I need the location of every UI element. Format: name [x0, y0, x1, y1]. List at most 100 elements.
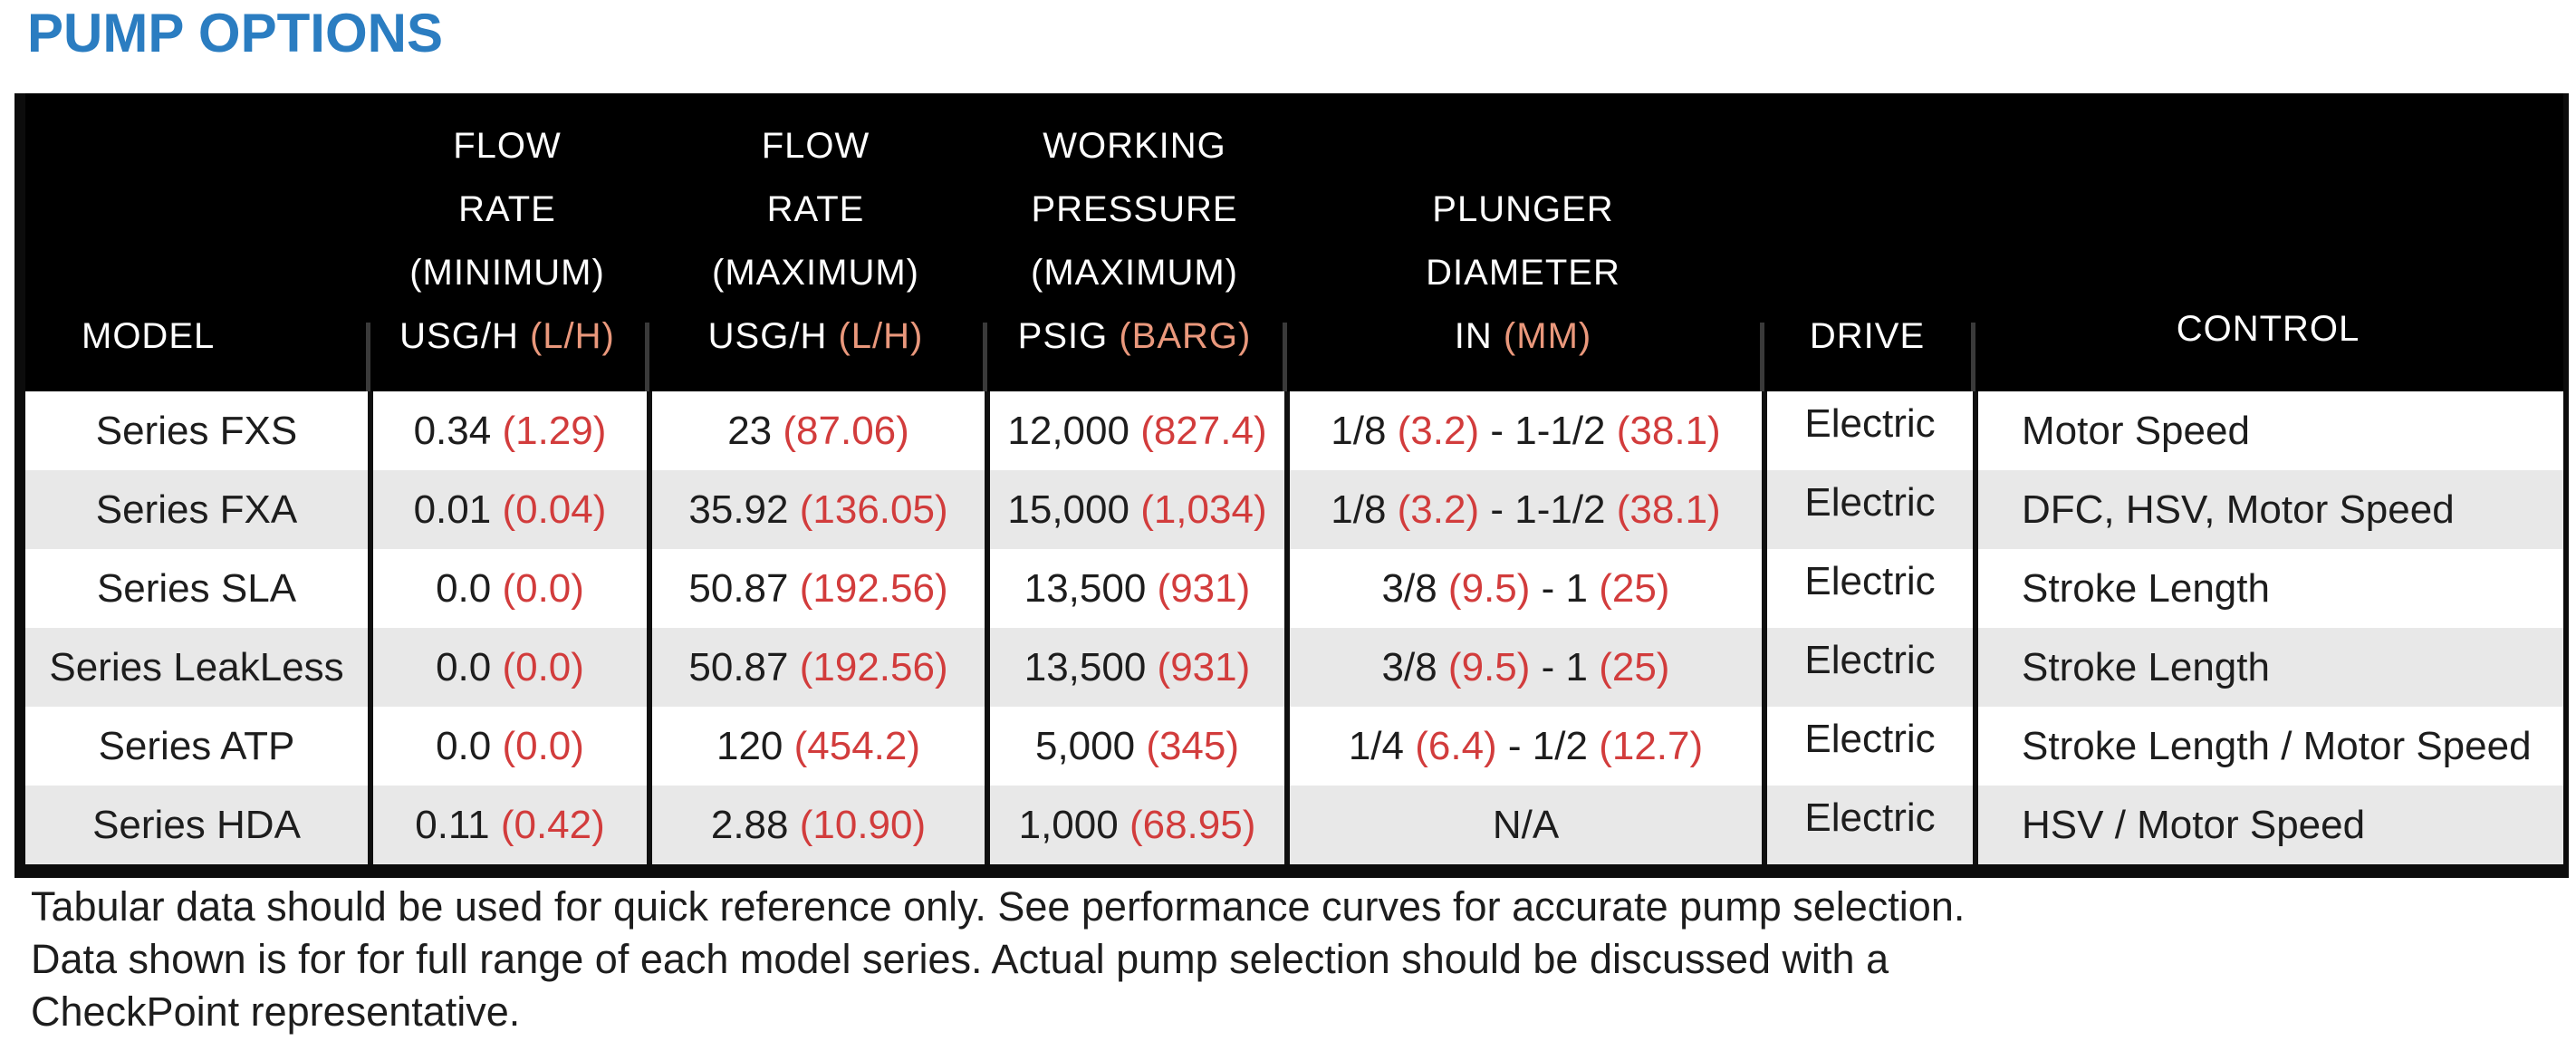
- metric-value: (1.29): [502, 408, 607, 453]
- value: Electric: [1804, 795, 1936, 840]
- header-line: (MAXIMUM): [712, 253, 919, 293]
- metric-value: (0.0): [502, 565, 584, 611]
- value: - 1: [1530, 644, 1600, 689]
- value: Series HDA: [92, 802, 301, 847]
- value: 12,000: [1007, 408, 1141, 453]
- metric-value: (345): [1146, 723, 1240, 768]
- cell-text: Series ATP: [99, 724, 295, 769]
- metric-value: (10.90): [799, 802, 927, 847]
- cell-pressure: 12,000 (827.4): [985, 391, 1284, 470]
- header-unit-main: PSIG: [1017, 316, 1120, 356]
- cell-text: 2.88 (10.90): [711, 803, 926, 848]
- value: 15,000: [1007, 487, 1141, 532]
- header-line: RATE: [766, 189, 865, 229]
- header-unit-main: USG/H: [399, 316, 530, 356]
- value: 0.01: [413, 487, 503, 532]
- cell-text: 0.0 (0.0): [436, 724, 584, 769]
- metric-value: (25): [1599, 644, 1670, 689]
- cell-model: Series HDA: [25, 786, 368, 864]
- cell-control: HSV / Motor Speed: [1973, 786, 2563, 864]
- value: - 1-1/2: [1479, 487, 1617, 532]
- value: 0.0: [436, 644, 503, 689]
- header-units: PSIG (BARG): [1018, 304, 1252, 368]
- cell-text: 1/4 (6.4) - 1/2 (12.7): [1349, 724, 1703, 769]
- value: Motor Speed: [2022, 408, 2250, 453]
- cell-text: Series FXA: [96, 487, 298, 533]
- value: 1/4: [1348, 723, 1416, 768]
- header-line: WORKING: [1043, 126, 1226, 166]
- cell-drive: Electric: [1762, 628, 1973, 707]
- cell-flow-max: 35.92 (136.05): [647, 470, 985, 549]
- cell-model: Series SLA: [25, 549, 368, 628]
- cell-control: Motor Speed: [1973, 391, 2563, 470]
- table-row: Series LeakLess 0.0 (0.0) 50.87 (192.56) 13…: [25, 628, 2563, 707]
- cell-pressure: 13,500 (931): [985, 549, 1284, 628]
- cell-drive: Electric: [1762, 549, 1973, 628]
- cell-text: Stroke Length: [2022, 645, 2270, 690]
- cell-pressure: 15,000 (1,034): [985, 470, 1284, 549]
- value: 13,500: [1024, 565, 1158, 611]
- cell-flow-min: 0.34 (1.29): [368, 391, 647, 470]
- value: 2.88: [710, 802, 800, 847]
- cell-text: 13,500 (931): [1024, 566, 1251, 612]
- cell-text: 0.01 (0.04): [414, 487, 607, 533]
- metric-value: (827.4): [1140, 408, 1267, 453]
- table-row: Series ATP 0.0 (0.0) 120 (454.2) 5,000 (345…: [25, 707, 2563, 786]
- header-cell-control: CONTROL: [1971, 93, 2563, 391]
- header-line: FLOW: [453, 126, 562, 166]
- cell-text: Electric: [1804, 480, 1935, 525]
- value: Series FXA: [95, 487, 298, 532]
- metric-value: (192.56): [799, 565, 948, 611]
- header-unit-paren: (MM): [1503, 316, 1592, 356]
- metric-value: (3.2): [1397, 487, 1480, 532]
- cell-text: 1,000 (68.95): [1019, 803, 1256, 848]
- value: DFC, HSV, Motor Speed: [2022, 487, 2455, 532]
- cell-drive: Electric: [1762, 391, 1973, 470]
- cell-text: Electric: [1804, 717, 1935, 762]
- header-unit-main: IN: [1454, 316, 1504, 356]
- header-unit-main: USG/H: [707, 316, 839, 356]
- cell-text: Motor Speed: [2022, 409, 2250, 454]
- value: Electric: [1804, 558, 1936, 603]
- footnote-line: Tabular data should be used for quick re…: [31, 883, 1966, 930]
- value: N/A: [1492, 802, 1560, 847]
- cell-text: Series HDA: [92, 803, 301, 848]
- metric-value: (136.05): [799, 487, 948, 532]
- cell-text: 120 (454.2): [716, 724, 920, 769]
- cell-plunger: 1/8 (3.2) - 1-1/2 (38.1): [1284, 470, 1762, 549]
- cell-text: Electric: [1804, 638, 1935, 683]
- cell-text: 50.87 (192.56): [688, 566, 947, 612]
- metric-value: (87.06): [783, 408, 909, 453]
- cell-text: 3/8 (9.5) - 1 (25): [1382, 566, 1670, 612]
- metric-value: (931): [1157, 644, 1251, 689]
- cell-control: Stroke Length / Motor Speed: [1973, 707, 2563, 786]
- cell-model: Series LeakLess: [25, 628, 368, 707]
- header-unit-paren: (L/H): [529, 316, 615, 356]
- cell-flow-min: 0.0 (0.0): [368, 707, 647, 786]
- table-row: Series FXS 0.34 (1.29) 23 (87.06) 12,000 (8…: [25, 391, 2563, 470]
- cell-text: Series SLA: [97, 566, 296, 612]
- header-units: USG/H (L/H): [399, 304, 615, 368]
- header-cell-pressure: WORKING PRESSURE (MAXIMUM) PSIG (BARG): [983, 93, 1284, 391]
- value: Electric: [1804, 479, 1936, 525]
- metric-value: (38.1): [1616, 408, 1721, 453]
- value: Series SLA: [96, 565, 297, 611]
- header-line: PRESSURE: [1031, 189, 1238, 229]
- header-cell-flow-max: FLOW RATE (MAXIMUM) USG/H (L/H): [645, 93, 985, 391]
- metric-value: (3.2): [1397, 408, 1480, 453]
- header-cell-flow-min: FLOW RATE (MINIMUM) USG/H (L/H): [366, 93, 647, 391]
- cell-text: Stroke Length: [2022, 566, 2270, 612]
- cell-pressure: 5,000 (345): [985, 707, 1284, 786]
- metric-value: (38.1): [1616, 487, 1721, 532]
- metric-value: (1,034): [1140, 487, 1267, 532]
- value: 35.92: [688, 487, 800, 532]
- value: Series FXS: [95, 408, 298, 453]
- cell-text: 0.0 (0.0): [436, 645, 584, 690]
- header-line: (MINIMUM): [409, 253, 605, 293]
- cell-plunger: N/A: [1284, 786, 1762, 864]
- footnotes: Tabular data should be used for quick re…: [31, 881, 2558, 1038]
- cell-text: Series FXS: [96, 409, 298, 454]
- value: Stroke Length: [2022, 644, 2270, 689]
- metric-value: (68.95): [1129, 802, 1256, 847]
- cell-text: HSV / Motor Speed: [2022, 803, 2365, 848]
